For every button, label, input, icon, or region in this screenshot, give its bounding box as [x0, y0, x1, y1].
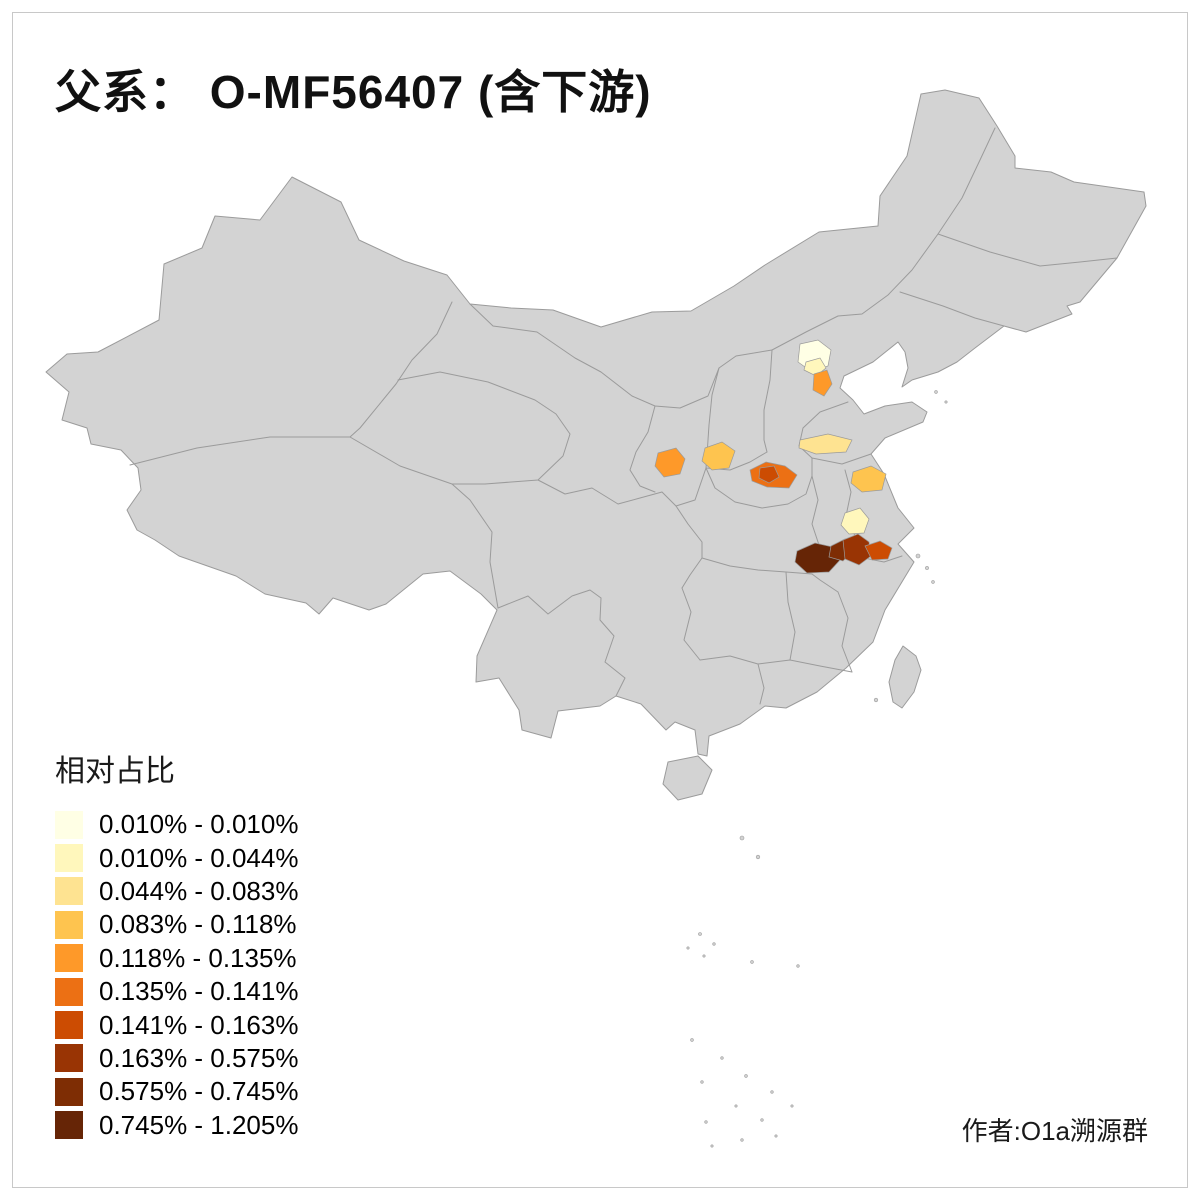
legend-range-label: 0.141% - 0.163%	[99, 1009, 299, 1040]
legend-item: 0.044% - 0.083%	[55, 875, 298, 908]
map-highlight-region-5	[850, 465, 887, 493]
legend-range-label: 0.163% - 0.575%	[99, 1042, 299, 1073]
legend-color-swatch	[55, 844, 83, 873]
legend-range-label: 0.135% - 0.141%	[99, 976, 299, 1007]
legend-color-swatch	[55, 910, 83, 939]
legend-range-label: 0.010% - 0.010%	[99, 809, 299, 840]
legend-range-label: 0.118% - 0.135%	[99, 942, 297, 973]
legend-color-swatch	[55, 1044, 83, 1073]
map-highlight-region-14	[864, 540, 893, 561]
legend-color-swatch	[55, 1111, 83, 1140]
map-highlight-region-11	[794, 542, 842, 574]
map-highlight-region-4	[798, 433, 853, 455]
map-highlight-region-3	[812, 369, 833, 397]
highlighted-regions	[654, 339, 893, 574]
legend-range-label: 0.044% - 0.083%	[99, 875, 299, 906]
china-mainland-shape	[45, 89, 1147, 757]
map-highlight-region-7	[654, 447, 686, 478]
attribution-text: 作者:O1a溯源群	[961, 1116, 1148, 1146]
legend-range-label: 0.010% - 0.044%	[99, 842, 299, 873]
province-borders	[129, 127, 1118, 705]
legend-item: 0.118% - 0.135%	[55, 942, 298, 975]
legend-color-swatch	[55, 944, 83, 973]
legend-item: 0.745% - 1.205%	[55, 1109, 298, 1142]
map-highlight-region-10	[840, 507, 870, 535]
hainan-island-shape	[662, 755, 713, 801]
map-highlight-region-6	[701, 441, 736, 471]
small-islands	[686, 390, 948, 1148]
taiwan-island-shape	[888, 645, 922, 709]
legend-color-swatch	[55, 1077, 83, 1106]
legend-item: 0.163% - 0.575%	[55, 1042, 298, 1075]
legend-item: 0.135% - 0.141%	[55, 975, 298, 1008]
legend-range-label: 0.745% - 1.205%	[99, 1109, 299, 1140]
legend-title: 相对占比	[55, 755, 175, 788]
legend-items: 0.010% - 0.010% 0.010% - 0.044% 0.044% - 0…	[55, 808, 298, 1142]
legend-item: 0.575% - 0.745%	[55, 1075, 298, 1108]
legend-color-swatch	[55, 977, 83, 1006]
legend-item: 0.141% - 0.163%	[55, 1008, 298, 1041]
map-highlight-region-9	[758, 465, 780, 484]
legend-range-label: 0.575% - 0.745%	[99, 1076, 299, 1107]
legend-color-swatch	[55, 1011, 83, 1040]
figure-title: 父系： O-MF56407 (含下游)	[55, 66, 652, 118]
legend-color-swatch	[55, 877, 83, 906]
legend-range-label: 0.083% - 0.118%	[99, 909, 297, 940]
map-legend: 相对占比 0.010% - 0.010% 0.010% - 0.044% 0.044…	[55, 746, 298, 1142]
legend-item: 0.010% - 0.044%	[55, 841, 298, 874]
legend-item: 0.010% - 0.010%	[55, 808, 298, 841]
legend-item: 0.083% - 0.118%	[55, 908, 298, 941]
legend-color-swatch	[55, 810, 83, 839]
base-map	[45, 89, 1147, 1148]
